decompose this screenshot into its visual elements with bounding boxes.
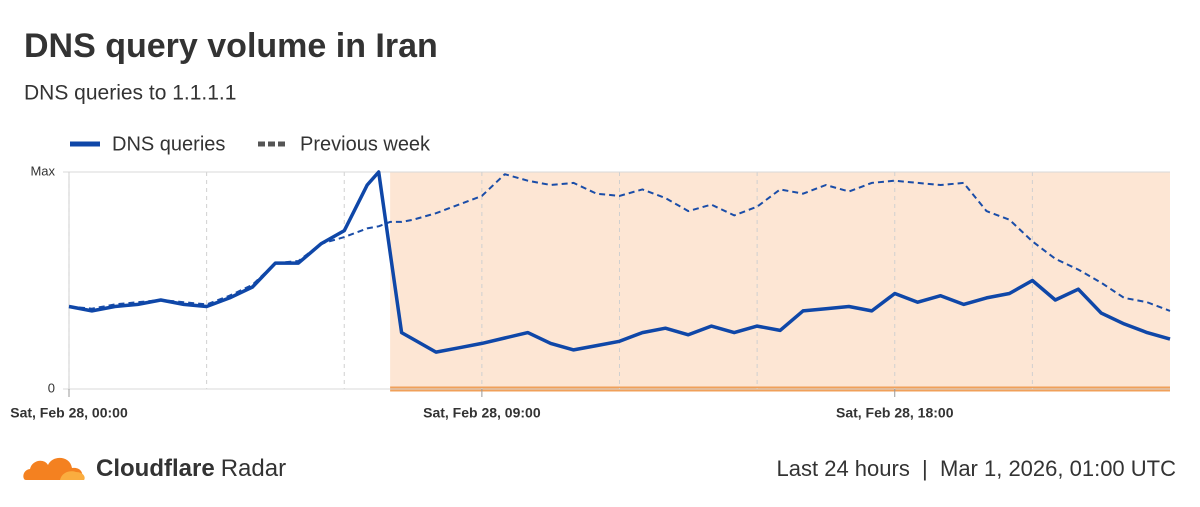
y-tick-label: Max bbox=[30, 163, 55, 178]
x-tick-label: Sat, Feb 28, 18:00 bbox=[836, 405, 954, 421]
series-line bbox=[68, 170, 1171, 354]
shaded-region bbox=[390, 172, 1170, 389]
x-tick-label: Sat, Feb 28, 00:00 bbox=[10, 405, 128, 421]
legend-label: Previous week bbox=[300, 133, 431, 155]
brand-name: Cloudflare bbox=[96, 455, 215, 482]
chart-title: DNS query volume in Iran bbox=[24, 27, 438, 65]
series-line bbox=[68, 173, 1171, 312]
brand: Cloudflare Radar bbox=[96, 455, 286, 482]
product-name: Radar bbox=[221, 455, 286, 482]
logo-accent bbox=[60, 471, 85, 480]
legend-label: DNS queries bbox=[112, 133, 225, 155]
footer-info: Last 24 hours | Mar 1, 2026, 01:00 UTC bbox=[777, 456, 1177, 481]
x-tick-label: Sat, Feb 28, 09:00 bbox=[423, 405, 541, 421]
footer: Cloudflare Radar Last 24 hours | Mar 1, 2… bbox=[23, 455, 1176, 482]
y-tick-label: 0 bbox=[48, 380, 55, 395]
chart-subtitle: DNS queries to 1.1.1.1 bbox=[24, 82, 236, 105]
